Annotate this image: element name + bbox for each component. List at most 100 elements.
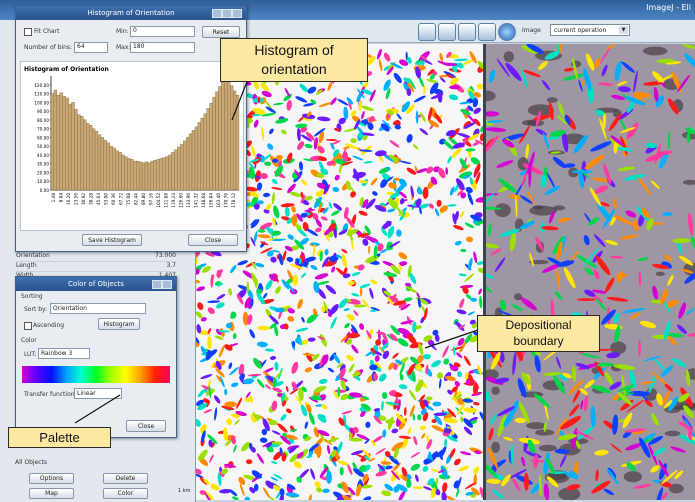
segmented-object <box>407 56 412 64</box>
segmented-object <box>357 88 365 99</box>
magnifier-icon[interactable] <box>418 23 436 41</box>
close-icon[interactable] <box>162 280 172 289</box>
segmented-object <box>546 476 559 488</box>
all-objects-panel: All Objects Options Delete Map Color <box>15 456 175 502</box>
segmented-object <box>289 388 299 395</box>
segmented-object <box>387 225 395 239</box>
histogram-close-button[interactable]: Close <box>188 234 238 246</box>
lut-select[interactable]: Rainbow 3 <box>38 348 90 359</box>
book-icon[interactable] <box>438 23 456 41</box>
ascending-checkbox[interactable] <box>24 322 32 330</box>
segmented-object <box>410 463 421 471</box>
segmented-object <box>257 378 265 389</box>
boundary-callout-arrow <box>424 329 479 349</box>
segmented-object <box>462 398 474 403</box>
viewer-separator[interactable] <box>483 44 486 500</box>
segmented-object <box>638 339 641 357</box>
segmented-object <box>458 324 466 330</box>
segmented-object <box>385 401 400 406</box>
segmented-object <box>207 300 221 304</box>
segmented-object <box>619 127 636 134</box>
segmented-object <box>291 381 297 390</box>
segmented-object <box>613 312 620 324</box>
segmented-object <box>496 58 510 78</box>
segmented-object <box>373 415 382 425</box>
segmented-object <box>382 119 392 130</box>
min-input[interactable]: 0 <box>130 26 195 37</box>
segmented-object <box>558 101 565 118</box>
segmented-object <box>339 378 348 383</box>
segmented-object <box>500 474 511 487</box>
segmented-object <box>407 427 412 435</box>
segmented-object <box>449 85 460 90</box>
segmented-object <box>613 139 619 154</box>
segmented-object <box>403 77 411 84</box>
image-select[interactable]: current operation ▼ <box>550 24 630 36</box>
segmented-object <box>498 178 517 193</box>
segmented-object <box>253 230 258 244</box>
segmented-object <box>399 191 407 199</box>
close-icon[interactable] <box>232 9 242 18</box>
scale-bar: 1 km <box>178 488 191 494</box>
segmented-object <box>257 96 261 103</box>
segmented-object <box>221 468 229 475</box>
segmented-object <box>633 484 652 489</box>
segmented-object <box>464 222 475 229</box>
segmented-object <box>591 384 611 394</box>
segmented-object <box>419 207 422 215</box>
segmented-object <box>519 195 533 204</box>
segmented-object <box>490 248 502 256</box>
segmented-object <box>343 267 348 275</box>
max-input[interactable]: 180 <box>130 42 195 53</box>
segmented-object <box>372 191 378 196</box>
bins-spinner[interactable]: 64 <box>74 42 108 53</box>
segmented-object <box>263 292 268 299</box>
segmented-object <box>230 265 237 274</box>
x-tick-label: 163.40 <box>216 193 221 208</box>
minimize-icon[interactable] <box>212 9 222 18</box>
fit-chart-checkbox[interactable] <box>24 28 32 36</box>
segmented-object <box>458 466 469 472</box>
segmented-object <box>348 229 353 242</box>
segmented-object <box>322 207 329 214</box>
segmented-object <box>452 142 465 149</box>
sort-by-select[interactable]: Orientation <box>50 303 146 314</box>
segmented-object <box>605 239 619 246</box>
map-button[interactable]: Map <box>29 488 74 499</box>
segmented-object <box>294 239 305 250</box>
segmented-object <box>422 466 429 472</box>
segmented-object <box>486 192 495 207</box>
segmented-object <box>319 466 329 478</box>
segmented-object <box>231 382 239 388</box>
save-histogram-button[interactable]: Save Histogram <box>82 234 142 246</box>
segmented-object <box>375 447 386 455</box>
options-button[interactable]: Options <box>29 473 74 484</box>
segmented-object <box>488 222 492 237</box>
segmented-object <box>341 253 347 268</box>
segmented-object <box>423 458 431 465</box>
segmented-object <box>619 119 626 130</box>
delete-button[interactable]: Delete <box>103 473 148 484</box>
segmented-object <box>590 141 612 152</box>
transfer-function-select[interactable]: Linear <box>74 388 122 399</box>
segmented-object <box>437 372 443 379</box>
color-button[interactable]: Color <box>103 488 148 499</box>
window-icon[interactable] <box>458 23 476 41</box>
minimize-icon[interactable] <box>152 280 162 289</box>
segmented-object <box>253 175 261 179</box>
color-dialog-close-button[interactable]: Close <box>126 420 166 432</box>
max-label: Max: <box>116 44 131 51</box>
segmented-object <box>409 272 417 285</box>
chart-icon[interactable] <box>478 23 496 41</box>
globe-icon[interactable] <box>498 23 516 41</box>
segmented-object <box>300 212 308 218</box>
segmented-object <box>556 241 563 261</box>
image-viewer-right[interactable] <box>486 44 695 500</box>
maximize-icon[interactable] <box>222 9 232 18</box>
segmented-object <box>439 138 446 145</box>
segmented-object <box>350 450 364 456</box>
reset-button[interactable]: Reset <box>202 26 240 38</box>
segmented-object <box>578 79 583 92</box>
histogram-button[interactable]: Histogram <box>98 318 140 330</box>
segmented-object <box>464 482 477 490</box>
